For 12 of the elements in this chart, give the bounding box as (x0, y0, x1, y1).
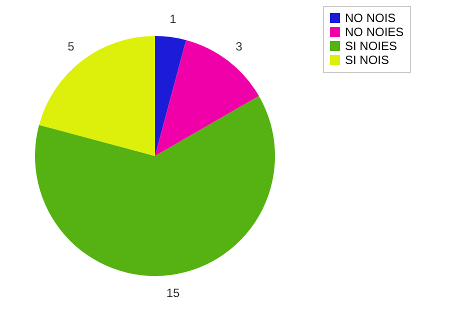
legend-label: NO NOIS (345, 11, 396, 25)
pie-slice (155, 40, 259, 156)
legend-label: SI NOIES (345, 39, 398, 53)
pie-slice (155, 36, 186, 156)
data-label: 5 (68, 40, 75, 54)
data-label: 15 (166, 286, 180, 300)
legend-label: NO NOIES (345, 25, 404, 39)
pie-slice (39, 36, 155, 156)
data-label: 3 (236, 40, 243, 54)
legend-label: SI NOIS (345, 53, 390, 67)
data-label: 1 (170, 12, 177, 26)
pie-slice (35, 96, 275, 276)
